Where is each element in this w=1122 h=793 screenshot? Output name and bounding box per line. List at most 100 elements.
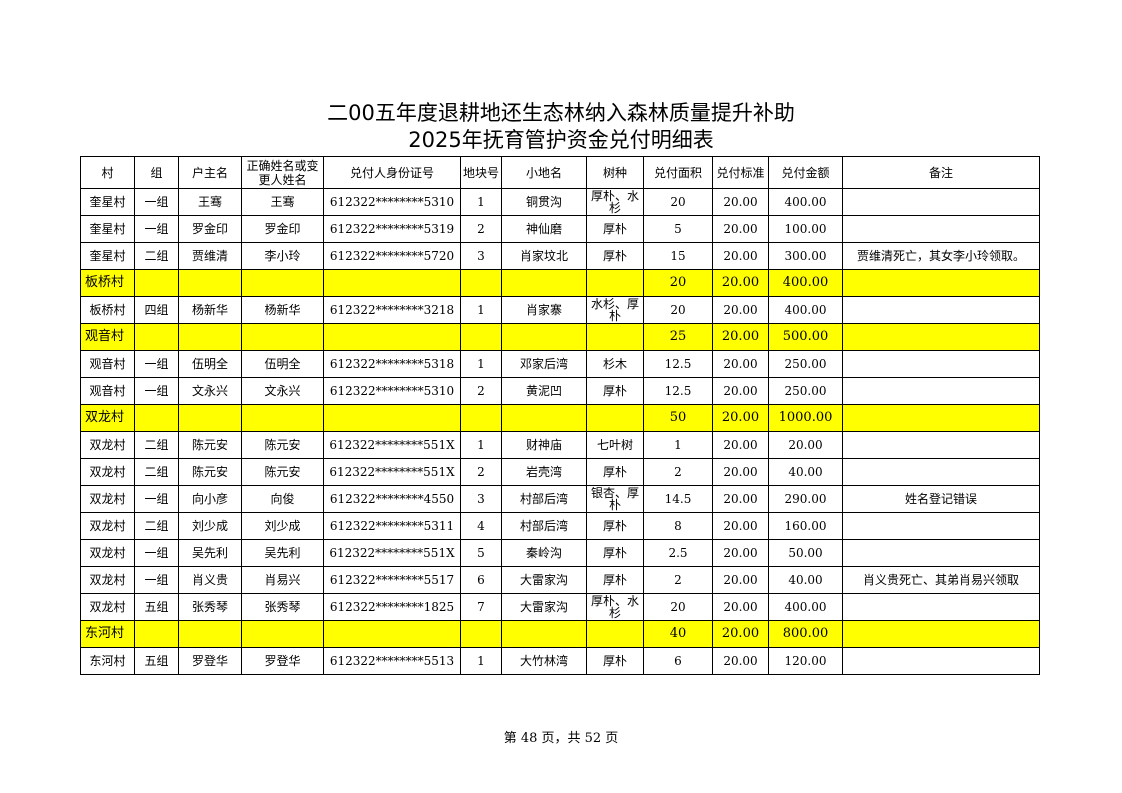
cell-amount: 160.00: [768, 512, 843, 540]
cell-village: 奎星村: [80, 215, 135, 243]
cell-householder: 刘少成: [178, 512, 242, 540]
cell-tree-species: 七叶树: [586, 431, 644, 459]
cell-householder: 贾维清: [178, 242, 242, 270]
cell-remark: [842, 620, 1040, 648]
cell-plot-no: 4: [460, 512, 502, 540]
header-area: 兑付面积: [643, 156, 713, 189]
cell-id-number: 612322********5517: [323, 566, 461, 594]
cell-amount: 100.00: [768, 215, 843, 243]
cell-householder: [178, 269, 242, 297]
cell-remark: [842, 296, 1040, 324]
cell-area: 20: [643, 296, 713, 324]
cell-village: 双龙村: [80, 539, 135, 567]
cell-plot-no: 1: [460, 350, 502, 378]
cell-id-number: 612322********4550: [323, 485, 461, 513]
cell-tree-species: [586, 620, 644, 648]
cell-group: 一组: [134, 350, 179, 378]
cell-amount: 400.00: [768, 269, 843, 297]
header-plot-no: 地块号: [460, 156, 502, 189]
cell-householder: 陈元安: [178, 458, 242, 486]
cell-householder: [178, 620, 242, 648]
cell-corrected-name: [241, 404, 324, 432]
cell-place-name: 黄泥凹: [501, 377, 587, 405]
cell-group: [134, 323, 179, 351]
cell-corrected-name: 向俊: [241, 485, 324, 513]
cell-area: 5: [643, 215, 713, 243]
cell-standard: 20.00: [712, 512, 769, 540]
cell-id-number: 612322********5720: [323, 242, 461, 270]
cell-group: 一组: [134, 485, 179, 513]
cell-id-number: 612322********5319: [323, 215, 461, 243]
cell-corrected-name: 杨新华: [241, 296, 324, 324]
cell-tree-species: 厚朴、水杉: [586, 188, 644, 216]
table-header-row: 村组户主名 正确姓名或变更人姓名 兑付人身份证号 地块号 小地名 树种 兑付面积 兑付标准 兑付…: [80, 156, 1040, 189]
cell-standard: 20.00: [712, 539, 769, 567]
cell-tree-species: 厚朴: [586, 458, 644, 486]
cell-tree-species: 厚朴: [586, 647, 644, 675]
cell-id-number: [323, 323, 461, 351]
header-householder: 户主名: [178, 156, 242, 189]
cell-village: 双龙村: [80, 566, 135, 594]
header-group: 组: [134, 156, 179, 189]
tree-species-text: 厚朴: [602, 466, 627, 478]
cell-plot-no: [460, 323, 502, 351]
cell-amount: 250.00: [768, 377, 843, 405]
cell-amount: 20.00: [768, 431, 843, 459]
cell-amount: 120.00: [768, 647, 843, 675]
table-row: 双龙村 一组 吴先利 吴先利 612322********551X 5 秦岭沟 厚朴 2.5 20…: [80, 539, 1040, 567]
table-row: 双龙村 五组 张秀琴 张秀琴 612322********1825 7 大雷家沟 厚朴、水杉 2…: [80, 593, 1040, 621]
table-row: 观音村 一组 伍明全 伍明全 612322********5318 1 邓家后湾 杉木 12.5…: [80, 350, 1040, 378]
cell-corrected-name: 肖易兴: [241, 566, 324, 594]
cell-tree-species: 水杉、厚朴: [586, 296, 644, 324]
cell-amount: 40.00: [768, 566, 843, 594]
cell-place-name: 村部后湾: [501, 485, 587, 513]
cell-standard: 20.00: [712, 215, 769, 243]
tree-species-text: 厚朴: [602, 520, 627, 532]
cell-area: 20: [643, 593, 713, 621]
page-number: 第 48 页，共 52 页: [503, 731, 619, 746]
cell-householder: 向小彦: [178, 485, 242, 513]
cell-householder: 吴先利: [178, 539, 242, 567]
tree-species-text: 厚朴、水杉: [590, 190, 639, 214]
cell-corrected-name: 伍明全: [241, 350, 324, 378]
cell-place-name: 财神庙: [501, 431, 587, 459]
cell-id-number: 612322********5311: [323, 512, 461, 540]
cell-plot-no: [460, 404, 502, 432]
table-row: 奎星村 一组 王骞 王骞 612322********5310 1 铜贯沟 厚朴、水杉 20 20…: [80, 188, 1040, 216]
cell-standard: 20.00: [712, 620, 769, 648]
header-village: 村: [80, 156, 135, 189]
cell-id-number: 612322********551X: [323, 431, 461, 459]
cell-plot-no: 1: [460, 431, 502, 459]
cell-area: 12.5: [643, 377, 713, 405]
document-title-line2: 2025年抚育管护资金兑付明细表: [408, 128, 714, 152]
cell-corrected-name: 刘少成: [241, 512, 324, 540]
cell-tree-species: 厚朴: [586, 566, 644, 594]
cell-group: [134, 620, 179, 648]
cell-tree-species: [586, 323, 644, 351]
header-place-name: 小地名: [501, 156, 587, 189]
cell-id-number: 612322********5513: [323, 647, 461, 675]
header-corrected-name: 正确姓名或变更人姓名: [241, 156, 324, 189]
cell-corrected-name: 文永兴: [241, 377, 324, 405]
cell-area: 40: [643, 620, 713, 648]
cell-corrected-name: 陈元安: [241, 458, 324, 486]
table-row: 奎星村 二组 贾维清 李小玲 612322********5720 3 肖家坟北 厚朴 15 20…: [80, 242, 1040, 270]
cell-corrected-name: 罗金印: [241, 215, 324, 243]
cell-village: 东河村: [80, 620, 135, 648]
header-remark: 备注: [842, 156, 1040, 189]
cell-area: 8: [643, 512, 713, 540]
cell-tree-species: 厚朴: [586, 242, 644, 270]
cell-tree-species: 厚朴: [586, 539, 644, 567]
cell-plot-no: 3: [460, 485, 502, 513]
cell-remark: [842, 647, 1040, 675]
cell-plot-no: [460, 620, 502, 648]
subtotal-row: 双龙村 50 20.00 1000.00: [80, 404, 1040, 432]
subtotal-row: 东河村 40 20.00 800.00: [80, 620, 1040, 648]
subtotal-row: 观音村 25 20.00 500.00: [80, 323, 1040, 351]
cell-tree-species: [586, 404, 644, 432]
cell-village: 板桥村: [80, 269, 135, 297]
cell-amount: 400.00: [768, 296, 843, 324]
cell-village: 东河村: [80, 647, 135, 675]
cell-place-name: [501, 269, 587, 297]
table-row: 双龙村 一组 向小彦 向俊 612322********4550 3 村部后湾 银杏、厚朴 14…: [80, 485, 1040, 513]
